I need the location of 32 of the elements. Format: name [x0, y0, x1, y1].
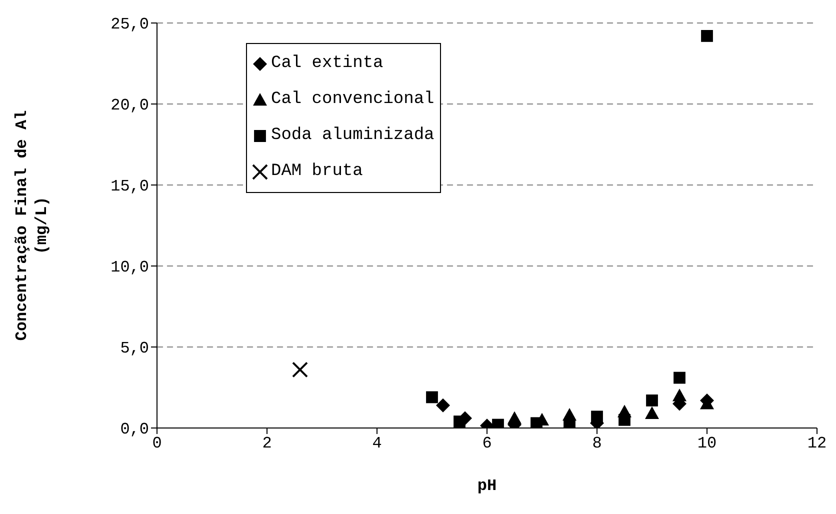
point	[674, 372, 686, 384]
point	[436, 398, 450, 412]
x-tick-label: 10	[697, 434, 717, 452]
y-tick-label: 0,0	[120, 420, 149, 439]
y-axis-title: Concentração Final de Al (mg/L)	[13, 110, 51, 341]
point	[426, 391, 438, 404]
x-tick-label: 8	[592, 434, 602, 452]
point	[454, 416, 466, 428]
x-tick-label: 4	[372, 434, 382, 452]
y-tick-label: 10,0	[110, 258, 149, 277]
point	[672, 388, 686, 402]
point	[701, 30, 713, 42]
y-tick-label: 15,0	[110, 178, 149, 196]
point	[645, 406, 659, 420]
y-tick-label: 25,0	[110, 16, 149, 34]
x-tick-label: 6	[482, 434, 492, 452]
legend-label: Cal extinta	[271, 54, 384, 74]
legend-label: Soda aluminizada	[271, 126, 434, 146]
legend-label: DAM bruta	[271, 162, 363, 182]
point	[618, 414, 630, 426]
x-tick-label: 12	[807, 434, 827, 452]
legend-label: Cal convencional	[271, 90, 434, 110]
x-tick-label: 2	[262, 434, 272, 452]
x-axis-title: pH	[477, 477, 497, 495]
point	[591, 410, 603, 423]
point	[292, 362, 308, 378]
point	[508, 411, 522, 424]
y-tick-label: 5,0	[120, 340, 149, 358]
point	[646, 394, 658, 406]
y-tick-label: 20,0	[110, 96, 149, 115]
x-tick-label: 0	[152, 434, 162, 452]
point	[530, 417, 542, 428]
